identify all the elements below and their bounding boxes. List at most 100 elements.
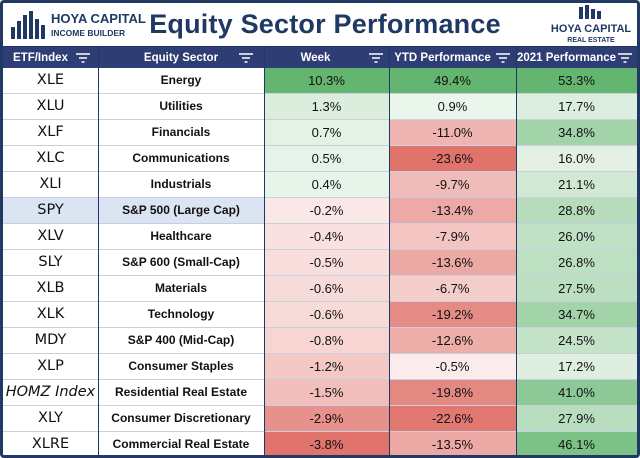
logo-left-line1: HOYA CAPITAL — [51, 11, 146, 26]
header-ytd-label: YTD Performance — [394, 52, 491, 64]
logo-right-line2: REAL ESTATE — [567, 37, 615, 44]
header-2021[interactable]: 2021 Performance — [516, 47, 637, 69]
etf-cell: HOMZ Index — [3, 380, 98, 405]
ytd-performance-cell: -22.6% — [389, 406, 516, 431]
sector-cell: S&P 600 (Small-Cap) — [98, 250, 264, 275]
week-performance-cell: -0.2% — [264, 198, 389, 223]
table-row: XLB Materials -0.6% -6.7% 27.5% — [3, 276, 637, 302]
table-row: XLV Healthcare -0.4% -7.9% 26.0% — [3, 224, 637, 250]
week-performance-cell: -0.6% — [264, 276, 389, 301]
table-row: XLP Consumer Staples -1.2% -0.5% 17.2% — [3, 354, 637, 380]
table-row: XLE Energy 10.3% 49.4% 53.3% — [3, 68, 637, 94]
sector-cell: Consumer Discretionary — [98, 406, 264, 431]
ytd-performance-cell: -11.0% — [389, 120, 516, 145]
ytd-performance-cell: -23.6% — [389, 146, 516, 171]
2021-performance-cell: 28.8% — [516, 198, 637, 223]
sector-cell: Financials — [98, 120, 264, 145]
2021-performance-cell: 41.0% — [516, 380, 637, 405]
header-etf-label: ETF/Index — [13, 52, 68, 64]
ytd-performance-cell: -7.9% — [389, 224, 516, 249]
sector-cell: Technology — [98, 302, 264, 327]
table-row: SPY S&P 500 (Large Cap) -0.2% -13.4% 28.8% — [3, 198, 637, 224]
2021-performance-cell: 34.7% — [516, 302, 637, 327]
ytd-performance-cell: -19.8% — [389, 380, 516, 405]
week-performance-cell: -0.5% — [264, 250, 389, 275]
sector-cell: Utilities — [98, 94, 264, 119]
2021-performance-cell: 27.5% — [516, 276, 637, 301]
etf-cell: XLV — [3, 224, 98, 249]
filter-icon[interactable] — [368, 52, 384, 64]
2021-performance-cell: 16.0% — [516, 146, 637, 171]
ytd-performance-cell: 49.4% — [389, 68, 516, 93]
page-title-text: Equity Sector Performance — [149, 9, 501, 39]
page-title: Equity Sector Performance — [3, 3, 637, 46]
filter-icon[interactable] — [238, 52, 254, 64]
header-etf[interactable]: ETF/Index — [3, 47, 98, 69]
ytd-performance-cell: -19.2% — [389, 302, 516, 327]
week-performance-cell: -3.8% — [264, 432, 389, 455]
filter-icon[interactable] — [617, 52, 633, 64]
hoya-capital-income-builder-logo: HOYA CAPITAL INCOME BUILDER — [11, 11, 146, 39]
sector-cell: Commercial Real Estate — [98, 432, 264, 455]
week-performance-cell: -0.8% — [264, 328, 389, 353]
etf-cell: XLRE — [3, 432, 98, 455]
title-banner: HOYA CAPITAL INCOME BUILDER Equity Secto… — [3, 3, 637, 46]
ytd-performance-cell: -6.7% — [389, 276, 516, 301]
sector-cell: Communications — [98, 146, 264, 171]
etf-cell: XLB — [3, 276, 98, 301]
sector-cell: S&P 500 (Large Cap) — [98, 198, 264, 223]
2021-performance-cell: 17.7% — [516, 94, 637, 119]
table-row: XLF Financials 0.7% -11.0% 34.8% — [3, 120, 637, 146]
table-row: HOMZ Index Residential Real Estate -1.5% -1… — [3, 380, 637, 406]
table-row: XLY Consumer Discretionary -2.9% -22.6% 27.9… — [3, 406, 637, 432]
week-performance-cell: 0.7% — [264, 120, 389, 145]
2021-performance-cell: 34.8% — [516, 120, 637, 145]
hoya-capital-real-estate-logo: HOYA CAPITAL REAL ESTATE — [551, 5, 631, 44]
column-divider — [98, 46, 99, 455]
etf-cell: XLU — [3, 94, 98, 119]
2021-performance-cell: 27.9% — [516, 406, 637, 431]
2021-performance-cell: 46.1% — [516, 432, 637, 455]
2021-performance-cell: 17.2% — [516, 354, 637, 379]
etf-cell: MDY — [3, 328, 98, 353]
header-2021-label: 2021 Performance — [516, 52, 617, 64]
etf-cell: XLK — [3, 302, 98, 327]
week-performance-cell: -0.4% — [264, 224, 389, 249]
header-ytd[interactable]: YTD Performance — [389, 47, 516, 69]
sector-cell: Energy — [98, 68, 264, 93]
week-performance-cell: 0.4% — [264, 172, 389, 197]
ytd-performance-cell: -9.7% — [389, 172, 516, 197]
table-row: XLI Industrials 0.4% -9.7% 21.1% — [3, 172, 637, 198]
2021-performance-cell: 21.1% — [516, 172, 637, 197]
ytd-performance-cell: -13.4% — [389, 198, 516, 223]
header-sector[interactable]: Equity Sector — [98, 47, 264, 69]
week-performance-cell: -1.5% — [264, 380, 389, 405]
logo-right-line1: HOYA CAPITAL — [551, 23, 631, 35]
2021-performance-cell: 26.8% — [516, 250, 637, 275]
etf-cell: XLI — [3, 172, 98, 197]
week-performance-cell: 1.3% — [264, 94, 389, 119]
week-performance-cell: -2.9% — [264, 406, 389, 431]
ytd-performance-cell: -13.6% — [389, 250, 516, 275]
etf-cell: SLY — [3, 250, 98, 275]
filter-icon[interactable] — [75, 52, 91, 64]
etf-cell: XLP — [3, 354, 98, 379]
2021-performance-cell: 26.0% — [516, 224, 637, 249]
week-performance-cell: 0.5% — [264, 146, 389, 171]
ytd-performance-cell: 0.9% — [389, 94, 516, 119]
header-week[interactable]: Week Performance — [264, 47, 389, 86]
etf-cell: XLY — [3, 406, 98, 431]
week-performance-cell: -0.6% — [264, 302, 389, 327]
sector-cell: Consumer Staples — [98, 354, 264, 379]
etf-cell: XLF — [3, 120, 98, 145]
etf-cell: XLE — [3, 68, 98, 93]
table-row: XLU Utilities 1.3% 0.9% 17.7% — [3, 94, 637, 120]
etf-cell: SPY — [3, 198, 98, 223]
filter-icon[interactable] — [495, 52, 511, 64]
week-performance-cell: -1.2% — [264, 354, 389, 379]
ytd-performance-cell: -12.6% — [389, 328, 516, 353]
table-row: XLC Communications 0.5% -23.6% 16.0% — [3, 146, 637, 172]
table-row: SLY S&P 600 (Small-Cap) -0.5% -13.6% 26.8% — [3, 250, 637, 276]
ytd-performance-cell: -0.5% — [389, 354, 516, 379]
